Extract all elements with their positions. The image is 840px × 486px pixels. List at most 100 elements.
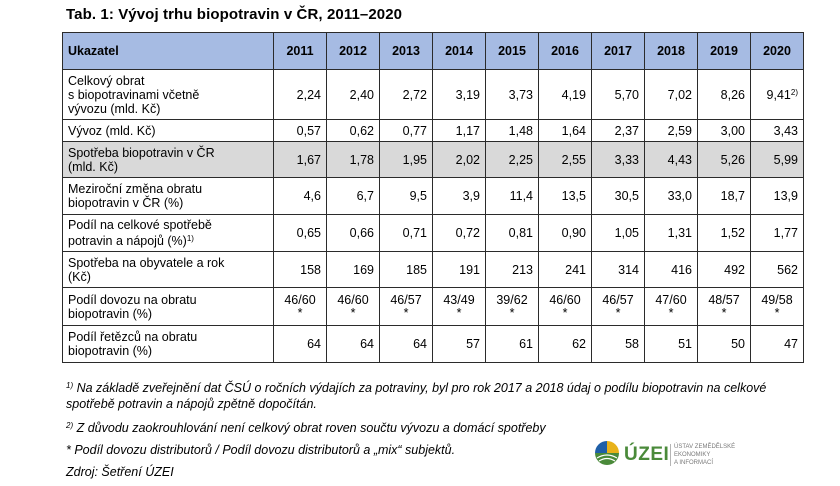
table-cell: 0,90 (538, 214, 592, 252)
uzei-logo-icon (595, 441, 619, 465)
table-cell: 1,78 (326, 141, 380, 178)
row-label: Podíl řetězců na obratu biopotravin (%) (62, 325, 274, 363)
table-cell: 3,9 (432, 177, 486, 215)
table-cell: 11,4 (485, 177, 539, 215)
table-cell: 5,70 (591, 69, 645, 120)
table-row: Podíl dovozu na obratu biopotravin (%) 4… (62, 287, 804, 326)
uzei-logo-name: ÚZEI (624, 444, 670, 465)
table-cell: 314 (591, 251, 645, 288)
table-cell: 18,7 (697, 177, 751, 215)
table-cell: 1,05 (591, 214, 645, 252)
table-cell: 64 (379, 325, 433, 363)
table-cell: 7,02 (644, 69, 698, 120)
asterisk-marker: * (350, 305, 356, 320)
row-label-line: Meziroční změna obratu (68, 182, 203, 196)
table-cell: 169 (326, 251, 380, 288)
table-cell: 47/60 * (644, 287, 698, 326)
table-cell: 58 (591, 325, 645, 363)
logo-subtitle-line: a informací (674, 460, 714, 466)
table-cell: 4,43 (644, 141, 698, 178)
column-header-year: 2018 (644, 32, 698, 70)
table-cell: 0,71 (379, 214, 433, 252)
table-cell: 51 (644, 325, 698, 363)
row-label-line: (mld. Kč) (68, 159, 118, 174)
table-cell: 46/60 * (326, 287, 380, 326)
row-label: Spotřeba na obyvatele a rok (Kč) (62, 251, 274, 288)
table-cell: 3,33 (591, 141, 645, 178)
asterisk-marker: * (456, 305, 462, 320)
table-cell: 5,99 (750, 141, 804, 178)
table-cell: 3,73 (485, 69, 539, 120)
asterisk-marker: * (721, 305, 727, 320)
column-header-year: 2020 (750, 32, 804, 70)
header-row: Ukazatel 2011 2012 2013 2014 2015 2016 2… (62, 32, 804, 70)
table-cell: 46/57 * (379, 287, 433, 326)
table-cell: 0,72 (432, 214, 486, 252)
row-label-line: vývozu (mld. Kč) (68, 101, 161, 116)
table-cell: 2,37 (591, 119, 645, 142)
footnote-2-text: Z důvodu zaokrouhlování není celkový obr… (76, 421, 546, 435)
table-cell: 0,77 (379, 119, 433, 142)
row-label-line: Vývoz (mld. Kč) (68, 123, 156, 138)
table-cell: 2,02 (432, 141, 486, 178)
table-cell: 48/57 * (697, 287, 751, 326)
footnote-2: 2) Z důvodu zaokrouhlování není celkový … (66, 418, 786, 436)
cell-value: 46/57 (390, 292, 422, 307)
column-header-year: 2019 (697, 32, 751, 70)
table-cell: 3,00 (697, 119, 751, 142)
table-cell: 2,59 (644, 119, 698, 142)
footnote-asterisk: * Podíl dovozu distributorů / Podíl dovo… (66, 443, 456, 457)
asterisk-marker: * (403, 305, 409, 320)
table-cell: 3,43 (750, 119, 804, 142)
column-header-year: 2011 (273, 32, 327, 70)
table-title: Tab. 1: Vývoj trhu biopotravin v ČR, 201… (66, 6, 403, 23)
column-header-year: 2013 (379, 32, 433, 70)
table-cell: 1,67 (273, 141, 327, 178)
table-cell: 562 (750, 251, 804, 288)
footnote-2-marker: 2) (66, 421, 74, 430)
table-row: Spotřeba na obyvatele a rok (Kč) 158 169… (62, 251, 804, 288)
cell-value: 43/49 (443, 292, 475, 307)
table-cell: 47 (750, 325, 804, 363)
table-cell: 0,57 (273, 119, 327, 142)
table-row: Meziroční změna obratu biopotravin v ČR … (62, 177, 804, 215)
table-cell: 2,55 (538, 141, 592, 178)
table-row: Podíl řetězců na obratu biopotravin (%) … (62, 325, 804, 363)
row-label-line: (Kč) (68, 269, 91, 284)
row-label-line: Spotřeba na obyvatele a rok (68, 255, 225, 270)
table-cell: 2,25 (485, 141, 539, 178)
table-cell: 43/49 * (432, 287, 486, 326)
row-label: Meziroční změna obratu biopotravin v ČR … (62, 177, 274, 215)
table-cell: 2,40 (326, 69, 380, 120)
logo-divider (670, 444, 671, 466)
table-cell: 4,19 (538, 69, 592, 120)
table-cell: 1,95 (379, 141, 433, 178)
footnote-1-marker: 1) (66, 381, 74, 390)
cell-value: 49/58 (761, 292, 793, 307)
table-cell: 3,19 (432, 69, 486, 120)
table-cell: 33,0 (644, 177, 698, 215)
uzei-logo: ÚZEI Ústav zemědělské ekonomiky a inform… (594, 438, 744, 472)
footnote-marker: 1) (186, 234, 194, 243)
row-label-line: biopotravin (%) (68, 306, 153, 321)
column-header-year: 2012 (326, 32, 380, 70)
logo-subtitle-line: Ústav zemědělské ekonomiky (674, 444, 736, 458)
table-cell: 0,66 (326, 214, 380, 252)
table-cell: 0,62 (326, 119, 380, 142)
asterisk-marker: * (668, 305, 674, 320)
cell-value: 46/60 (284, 292, 316, 307)
table-cell: 213 (485, 251, 539, 288)
table-row: Spotřeba biopotravin v ČR (mld. Kč) 1,67… (62, 141, 804, 178)
row-label-line: Spotřeba biopotravin v ČR (68, 145, 215, 160)
row-label-line: s biopotravinami včetně (68, 87, 200, 102)
table-row: Vývoz (mld. Kč) 0,57 0,62 0,77 1,17 1,48… (62, 119, 804, 142)
table-cell: 416 (644, 251, 698, 288)
table-cell: 50 (697, 325, 751, 363)
table-cell: 1,64 (538, 119, 592, 142)
row-label-line: Podíl na celkové spotřebě (68, 218, 212, 232)
asterisk-marker: * (562, 305, 568, 320)
cell-value: 39/62 (496, 292, 528, 307)
table-cell: 1,77 (750, 214, 804, 252)
table-row: Podíl na celkové spotřebě potravin a náp… (62, 214, 804, 252)
table-cell: 61 (485, 325, 539, 363)
